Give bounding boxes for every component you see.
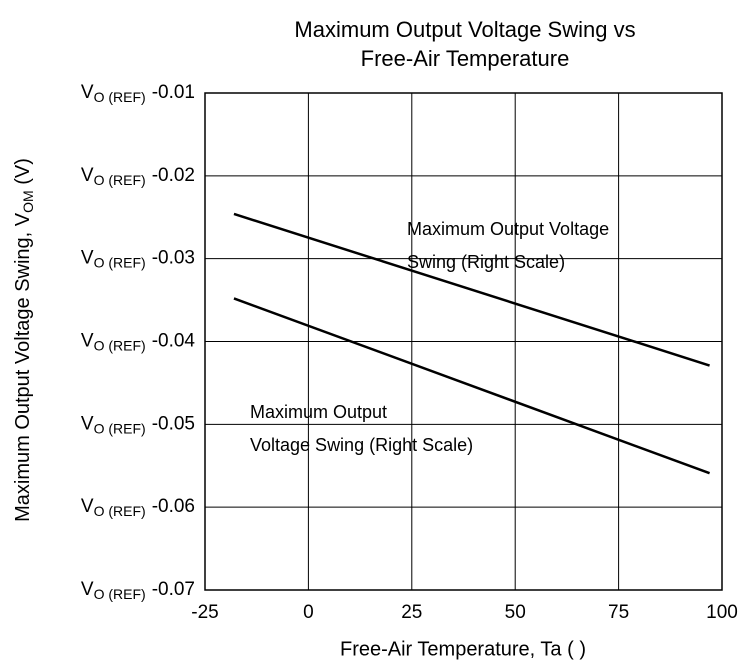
y-tick-label: VO (REF) -0.07 [81,579,195,602]
x-tick-label: 50 [505,602,526,623]
chart-title: Free-Air Temperature [361,46,570,71]
series-annotation: Voltage Swing (Right Scale) [250,435,473,455]
y-tick-prefix-sub: O (REF) [94,420,146,436]
y-tick-value: -0.06 [152,496,195,517]
y-tick-value: -0.05 [152,413,195,434]
y-tick-prefix: V [81,165,94,186]
y-tick-prefix: V [81,248,94,269]
series-line [233,297,711,475]
y-tick-label: VO (REF) -0.02 [81,165,195,188]
y-tick-prefix: V [81,579,94,600]
y-axis-label-sub: OM [20,190,36,213]
x-tick-label: 25 [401,602,422,623]
y-tick-prefix-sub: O (REF) [94,172,146,188]
y-tick-value: -0.07 [152,579,195,600]
x-axis-label: Free-Air Temperature, Ta ( ) [340,638,586,660]
series-annotation: Maximum Output [250,402,387,422]
y-tick-prefix: V [81,331,94,352]
y-axis-label: Maximum Output Voltage Swing, VOM (V) [12,158,35,522]
y-tick-prefix-sub: O (REF) [94,89,146,105]
y-tick-label: VO (REF) -0.05 [81,413,195,436]
y-tick-value: -0.01 [152,82,195,103]
y-tick-value: -0.02 [152,165,195,186]
y-tick-prefix-sub: O (REF) [94,254,146,270]
series-annotation: Swing (Right Scale) [407,252,565,272]
x-tick-label: -25 [191,602,218,623]
y-tick-prefix: V [81,496,94,517]
plot-frame [204,92,723,591]
y-tick-prefix-sub: O (REF) [94,503,146,519]
y-axis-label-text: Maximum Output Voltage Swing, V [12,212,34,522]
series-annotation: Maximum Output Voltage [407,219,609,239]
y-tick-label: VO (REF) -0.03 [81,248,195,271]
chart-title: Maximum Output Voltage Swing vs [294,17,635,42]
x-tick-label: 100 [706,602,738,623]
y-tick-value: -0.03 [152,248,195,269]
y-axis-label-suffix: (V) [12,158,34,190]
y-tick-prefix-sub: O (REF) [94,586,146,602]
y-tick-label: VO (REF) -0.01 [81,82,195,105]
y-tick-prefix: V [81,413,94,434]
y-tick-prefix-sub: O (REF) [94,337,146,353]
series-line [233,212,710,367]
y-tick-label: VO (REF) -0.04 [81,331,196,354]
y-tick-prefix: V [81,82,94,103]
y-tick-label: VO (REF) -0.06 [81,496,195,519]
y-tick-value: -0.04 [152,331,196,352]
x-tick-label: 0 [303,602,314,623]
x-tick-label: 75 [608,602,629,623]
